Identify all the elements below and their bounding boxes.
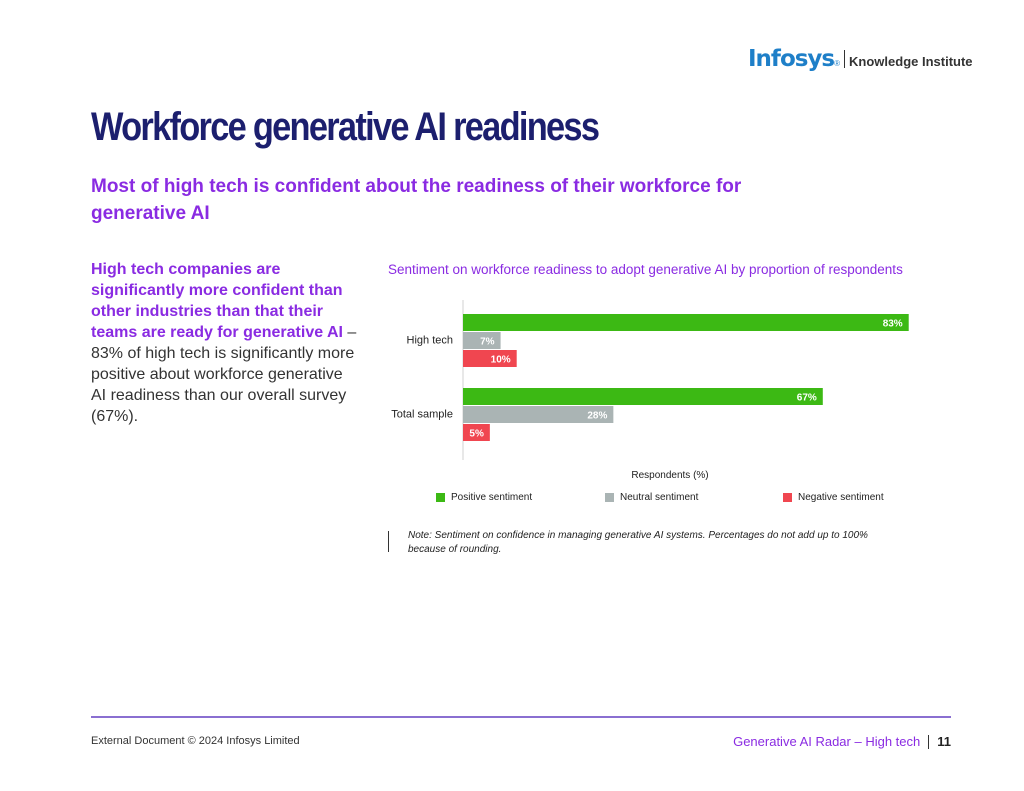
- category-label: Total sample: [391, 409, 453, 421]
- legend-item-positive: Positive sentiment: [436, 492, 532, 503]
- page-title: Workforce generative AI readiness: [91, 105, 600, 149]
- data-label: 10%: [491, 355, 511, 366]
- footer-pipe: [928, 734, 930, 749]
- bar: [463, 314, 909, 331]
- legend-item-neutral: Neutral sentiment: [605, 492, 698, 503]
- page-number: 11: [937, 734, 951, 749]
- logo-subtitle: Knowledge Institute: [849, 54, 973, 69]
- footer-right: Generative AI Radar – High tech 11: [733, 734, 951, 749]
- bar: [463, 406, 614, 423]
- bar: [463, 424, 490, 441]
- footer-divider: [91, 716, 951, 718]
- side-text-body: – 83% of high tech is significantly more…: [91, 324, 357, 425]
- note-bar: [388, 531, 389, 552]
- legend-item-negative: Negative sentiment: [783, 492, 884, 503]
- bar: [463, 332, 501, 349]
- data-label: 7%: [480, 337, 495, 348]
- data-label: 28%: [587, 411, 607, 422]
- legend-swatch-positive: [436, 493, 445, 502]
- bar-chart: High tech 83% 7% 10% Total sample 67% 28% 5% Res…: [391, 300, 909, 481]
- side-text-emphasis: High tech companies are significantly mo…: [91, 261, 343, 341]
- infosys-logo: Infosys ® Knowledge Institute: [748, 46, 973, 72]
- data-label: 83%: [883, 319, 903, 330]
- data-label: 67%: [797, 393, 817, 404]
- chart-title: Sentiment on workforce readiness to adop…: [388, 262, 903, 277]
- legend-swatch-neutral: [605, 493, 614, 502]
- bar: [463, 388, 823, 405]
- logo-registered-mark: ®: [834, 59, 841, 68]
- footer-report-name: Generative AI Radar – High tech: [733, 734, 921, 749]
- chart-note: Note: Sentiment on confidence in managin…: [408, 530, 868, 555]
- logo-brand: Infosys: [748, 46, 835, 72]
- page-subtitle: Most of high tech is confident about the…: [91, 176, 742, 224]
- side-text: High tech companies are significantly mo…: [91, 259, 361, 427]
- bar: [463, 350, 517, 367]
- category-label: High tech: [407, 335, 453, 347]
- data-label: 5%: [469, 429, 484, 440]
- legend-label-negative: Negative sentiment: [798, 492, 884, 503]
- x-axis-label: Respondents (%): [631, 470, 708, 481]
- legend-label-positive: Positive sentiment: [451, 492, 533, 503]
- legend-label-neutral: Neutral sentiment: [620, 492, 699, 503]
- logo-divider: [844, 50, 846, 68]
- footer-copyright: External Document © 2024 Infosys Limited: [91, 735, 300, 747]
- legend-swatch-negative: [783, 493, 792, 502]
